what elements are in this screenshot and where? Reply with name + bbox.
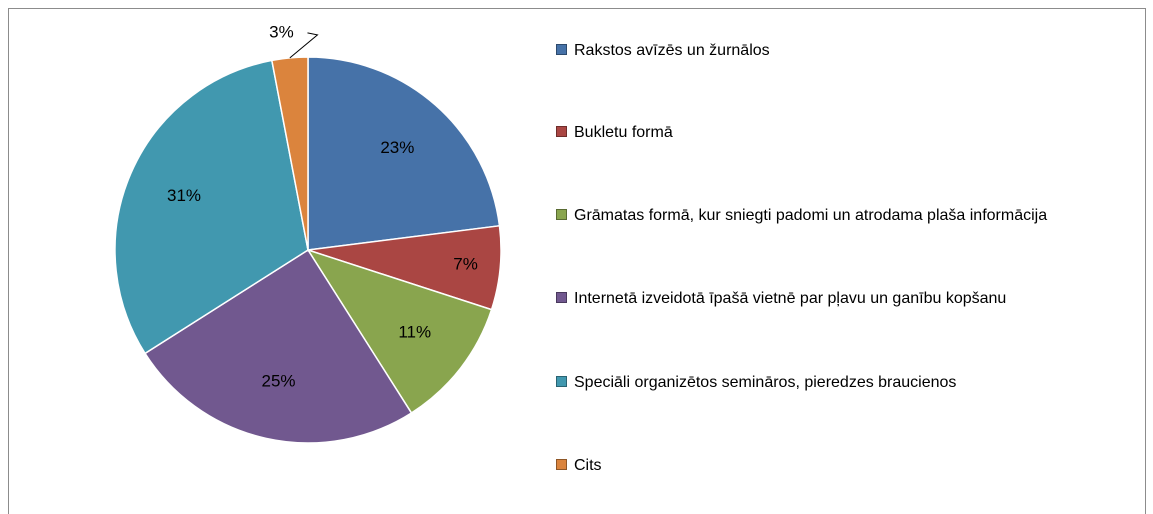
pie-slice (114, 59, 309, 355)
legend-item: Cits (556, 452, 1136, 479)
legend-swatch (556, 209, 567, 220)
legend-swatch (556, 459, 567, 470)
data-label: 3% (269, 22, 294, 41)
legend-label: Grāmatas formā, kur sniegti padomi un at… (574, 207, 1048, 224)
legend-swatch (556, 44, 567, 55)
legend-item: Bukletu formā (556, 119, 1136, 146)
legend-label: Speciāli organizētos semināros, pieredze… (574, 374, 957, 391)
legend-item: Speciāli organizētos semināros, pieredze… (556, 369, 1136, 396)
data-label: 31% (167, 186, 201, 205)
pie-slice (307, 56, 501, 251)
legend-label: Cits (574, 457, 602, 474)
legend-swatch (556, 376, 567, 387)
pie-slice (144, 248, 413, 444)
legend-swatch (556, 292, 567, 303)
legend-item: Rakstos avīzēs un žurnālos (556, 37, 1136, 64)
data-label: 11% (398, 322, 431, 341)
chart-border (8, 8, 1146, 514)
pie-slice (306, 248, 493, 414)
legend-label: Internetā izveidotā īpašā vietnē par pļa… (574, 290, 1007, 307)
data-label: 23% (380, 138, 414, 157)
legend-swatch (556, 126, 567, 137)
legend-label: Bukletu formā (574, 124, 673, 141)
data-label: 7% (453, 254, 478, 273)
leader-line (289, 32, 319, 59)
legend-label: Rakstos avīzēs un žurnālos (574, 42, 770, 59)
legend-item: Grāmatas formā, kur sniegti padomi un at… (556, 202, 1136, 229)
data-label: 25% (262, 371, 296, 390)
pie-slice (270, 56, 309, 251)
legend-item: Internetā izveidotā īpašā vietnē par pļa… (556, 285, 1136, 312)
